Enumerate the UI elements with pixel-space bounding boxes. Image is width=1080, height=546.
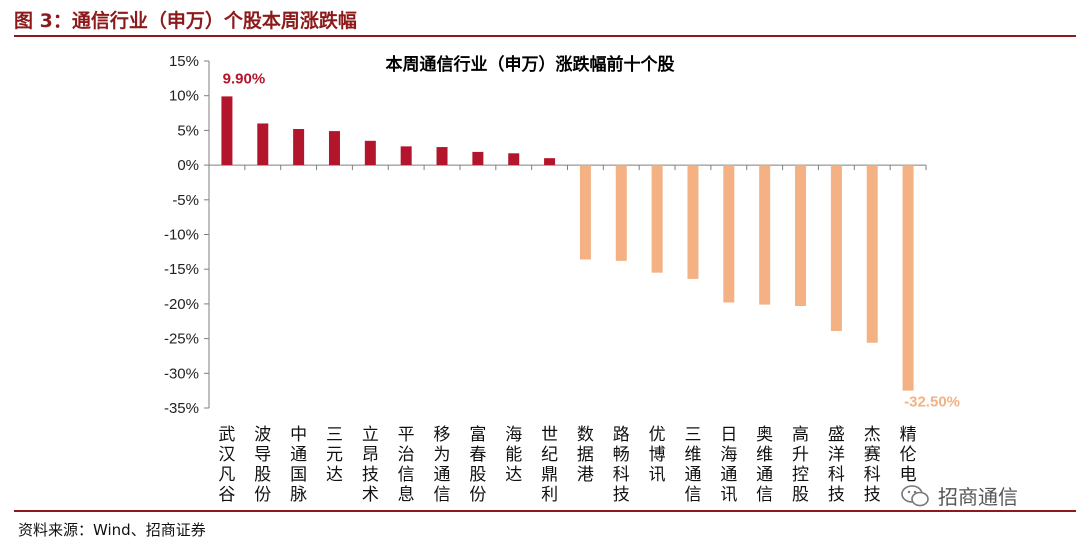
axis-layer: 15% 10% 5% 0% -5% -10% -15% -20% -25% -30% -35% bbox=[164, 53, 927, 417]
bar-17 bbox=[795, 165, 807, 306]
category-label: 数据港 bbox=[577, 425, 594, 485]
bar-layer bbox=[221, 96, 914, 391]
top-divider bbox=[14, 35, 1076, 37]
category-label: 高升控股 bbox=[792, 425, 809, 505]
category-label: 日海通讯 bbox=[720, 425, 737, 505]
category-label: 三维通信 bbox=[684, 425, 701, 505]
watermark: 招商通信 bbox=[900, 481, 1018, 510]
y-tick-label: -25% bbox=[164, 331, 199, 348]
bar-20 bbox=[902, 165, 914, 391]
bar-19 bbox=[866, 165, 878, 343]
category-label: 精伦电 bbox=[900, 425, 917, 485]
category-label: 武汉凡谷 bbox=[218, 425, 235, 505]
y-tick-label: -20% bbox=[164, 296, 199, 313]
data-label: -32.50% bbox=[904, 394, 960, 411]
bottom-divider bbox=[14, 510, 1076, 512]
y-tick-label: -10% bbox=[164, 227, 199, 244]
category-label: 中通国脉 bbox=[290, 425, 307, 505]
bar-11 bbox=[579, 165, 591, 260]
category-label: 平治信息 bbox=[398, 425, 415, 505]
bar-3 bbox=[293, 129, 305, 166]
category-label: 海能达 bbox=[505, 425, 522, 485]
chart-title: 本周通信行业（申万）涨跌幅前十个股 bbox=[386, 54, 675, 75]
bar-13 bbox=[651, 165, 663, 273]
bar-14 bbox=[687, 165, 699, 279]
bar-15 bbox=[723, 165, 735, 303]
source-note: 资料来源：Wind、招商证券 bbox=[18, 521, 206, 539]
category-label: 优博讯 bbox=[649, 425, 666, 485]
bar-5 bbox=[364, 140, 376, 166]
bar-12 bbox=[615, 165, 627, 261]
y-tick-label: -35% bbox=[164, 400, 199, 417]
bar-1 bbox=[221, 96, 233, 166]
category-label: 三元达 bbox=[326, 425, 343, 485]
bar-18 bbox=[830, 165, 842, 331]
y-tick-label: 10% bbox=[169, 88, 199, 105]
bar-2 bbox=[257, 123, 269, 166]
watermark-text: 招商通信 bbox=[938, 485, 1018, 509]
y-tick-label: -5% bbox=[172, 192, 199, 209]
bar-16 bbox=[759, 165, 771, 305]
bar-10 bbox=[544, 158, 556, 166]
y-tick-label: 15% bbox=[169, 53, 199, 70]
category-label: 盛洋科技 bbox=[828, 425, 845, 505]
y-tick-label: 0% bbox=[177, 157, 199, 174]
data-label: 9.90% bbox=[223, 70, 266, 87]
y-tick-label: -30% bbox=[164, 365, 199, 382]
category-label: 波导股份 bbox=[254, 425, 271, 505]
bar-6 bbox=[400, 146, 412, 166]
bar-9 bbox=[508, 153, 520, 166]
bar-4 bbox=[328, 131, 340, 166]
category-label: 移为通信 bbox=[434, 425, 451, 505]
y-tick-label: -15% bbox=[164, 261, 199, 278]
category-label: 路畅科技 bbox=[613, 425, 630, 505]
category-label: 立昂技术 bbox=[362, 425, 379, 505]
category-label: 富春股份 bbox=[469, 425, 486, 505]
bar-7 bbox=[436, 147, 448, 166]
category-label: 奥维通信 bbox=[756, 425, 773, 505]
bar-8 bbox=[472, 151, 484, 166]
category-label: 世纪鼎利 bbox=[541, 425, 558, 505]
category-label: 杰赛科技 bbox=[864, 425, 881, 505]
figure-title: 图 3：通信行业（申万）个股本周涨跌幅 bbox=[14, 10, 357, 32]
y-tick-label: 5% bbox=[177, 122, 199, 139]
wechat-icon bbox=[901, 484, 929, 506]
label-layer: 武汉凡谷 波导股份 中通国脉 三元达 立昂技术 平治信息 移为通信 富春股份 海能达 世纪鼎利 数据… bbox=[218, 70, 960, 505]
